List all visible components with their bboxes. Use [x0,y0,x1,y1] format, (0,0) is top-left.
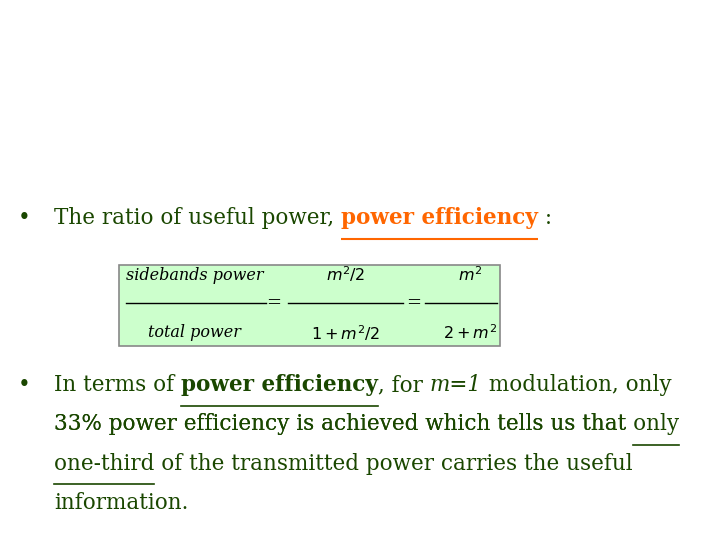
Text: •: • [18,207,31,230]
Text: information.: information. [54,492,189,514]
Text: $m^2 / 2$: $m^2 / 2$ [326,265,365,285]
Text: power efficiency: power efficiency [341,207,538,230]
Text: 10.  Calculate the power efficiency of AM signals: 10. Calculate the power efficiency of AM… [16,24,720,49]
Text: :: : [538,207,552,230]
Text: $1 + m^2 / 2$: $1 + m^2 / 2$ [311,323,380,343]
Text: The ratio of useful power,: The ratio of useful power, [54,207,341,230]
Text: 33% power efficiency is achieved which tells us that only: 33% power efficiency is achieved which t… [54,413,679,435]
Text: , for: , for [378,374,430,396]
FancyBboxPatch shape [119,265,500,346]
Text: sidebands power: sidebands power [126,267,263,285]
Text: •: • [18,374,31,396]
Text: =: = [407,294,421,312]
Text: $m^2$: $m^2$ [458,266,482,285]
Text: 33% power efficiency is achieved which tells us that: 33% power efficiency is achieved which t… [54,413,633,435]
Text: modulation, only: modulation, only [482,374,671,396]
Text: total power: total power [148,323,240,341]
Text: m=1: m=1 [430,374,482,396]
Text: In terms of: In terms of [54,374,181,396]
Text: one-third of the transmitted power carries the useful: one-third of the transmitted power carri… [54,453,633,475]
Text: power efficiency: power efficiency [181,374,378,396]
Text: $2 + m^2$: $2 + m^2$ [443,323,498,342]
Text: =: = [266,294,281,312]
